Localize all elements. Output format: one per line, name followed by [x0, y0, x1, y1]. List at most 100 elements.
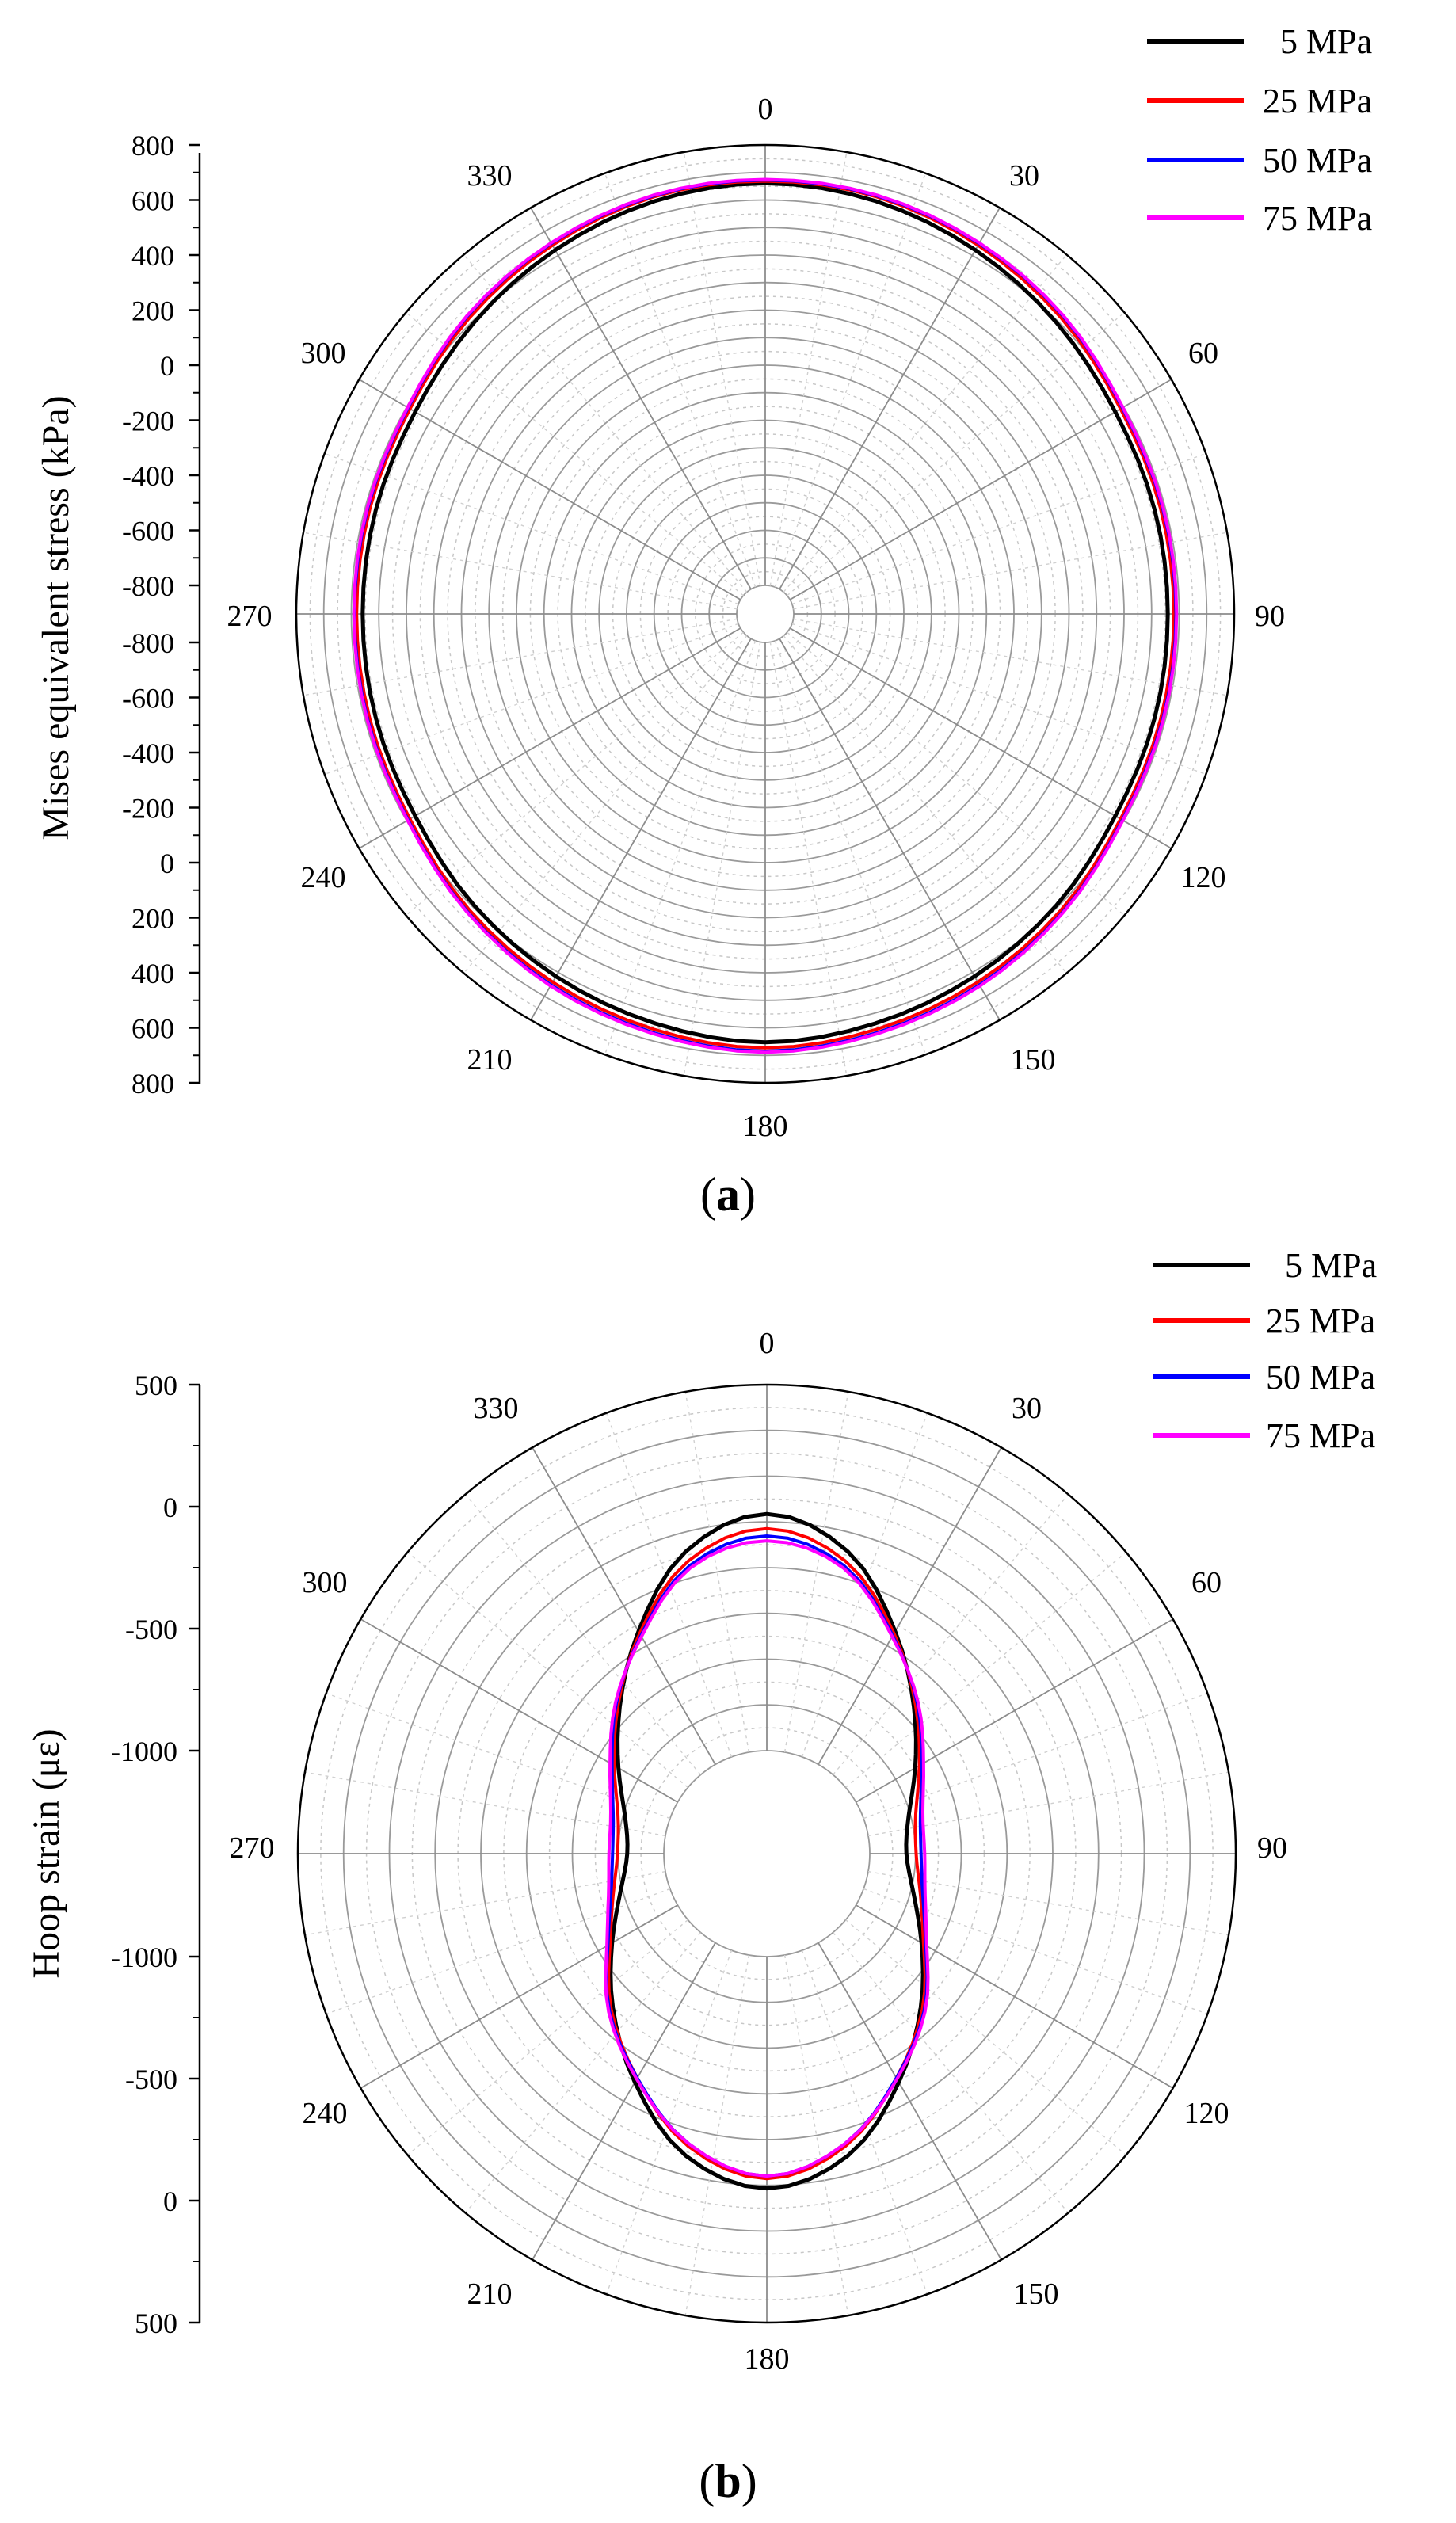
- angle-label-330-b: 330: [474, 1392, 519, 1425]
- minor-spoke-a: [604, 173, 757, 588]
- legend-label-75mpa-a: 75 MPa: [1263, 199, 1372, 238]
- angle-label-120-b: 120: [1184, 2097, 1229, 2130]
- y-tick-label-b: -1000: [111, 1736, 177, 1767]
- legend-label-50mpa-a: 50 MPa: [1263, 141, 1372, 180]
- angle-label-90: 90: [1255, 600, 1285, 633]
- minor-spoke-a: [463, 635, 748, 974]
- y-tick-label-a: -800: [122, 570, 174, 602]
- y-tick-label-a: -800: [122, 627, 174, 659]
- minor-spoke-a: [783, 254, 1068, 593]
- minor-spoke-a: [783, 635, 1068, 974]
- y-tick-label-a: 0: [160, 848, 174, 879]
- y-tick-label-a: -400: [122, 737, 174, 769]
- legend-label-5mpa-b: 5 MPa: [1285, 1246, 1377, 1285]
- major-spoke-b: [818, 1942, 1002, 2261]
- angle-label-330: 330: [467, 159, 513, 192]
- minor-spoke-a: [406, 631, 744, 917]
- panel-label-a: (a): [700, 1168, 756, 1221]
- major-spoke-b: [856, 1904, 1174, 2089]
- minor-spoke-a: [463, 254, 748, 593]
- angle-label-30: 30: [1009, 159, 1039, 192]
- major-spoke-a: [779, 638, 1001, 1021]
- minor-spoke-a: [303, 532, 738, 610]
- angle-label-270: 270: [227, 600, 273, 633]
- y-tick-label-a: -600: [122, 516, 174, 547]
- major-spoke-b: [532, 1942, 716, 2261]
- panel-label-b: (b): [699, 2455, 757, 2507]
- minor-spoke-a: [787, 311, 1125, 596]
- legend-label-5mpa-a: 5 MPa: [1280, 22, 1372, 61]
- panel-b: 500 0 -500 -1000 -1000 -500 0 500 0 30 60 90 12…: [25, 1246, 1377, 2507]
- panel-a: 8006004002000-200-400-600-800-800-600-40…: [35, 22, 1372, 1221]
- y-tick-label-a: 600: [131, 185, 174, 217]
- y-axis-title-b: Hoop strain (με): [25, 1728, 67, 1978]
- y-tick-label-a: 600: [131, 1013, 174, 1045]
- y-tick-label-a: 400: [131, 240, 174, 272]
- series-line-75mpa-a: [352, 177, 1179, 1054]
- series-line-25mpa-b: [607, 1526, 927, 2181]
- legend-a: 5 MPa 25 MPa 50 MPa 75 MPa: [1147, 22, 1372, 238]
- angle-label-210-b: 210: [467, 2277, 513, 2311]
- radial-axis-b: 500 0 -500 -1000 -1000 -500 0 500: [111, 1370, 201, 2339]
- angle-label-150-b: 150: [1014, 2277, 1059, 2311]
- angle-label-180-b: 180: [745, 2342, 790, 2376]
- minor-spoke-a: [791, 623, 1206, 776]
- angle-label-150: 150: [1011, 1043, 1056, 1077]
- angle-label-60-b: 60: [1191, 1566, 1222, 1599]
- major-spoke-b: [360, 1904, 678, 2089]
- minor-spoke-a: [683, 642, 761, 1077]
- y-tick-label-a: 800: [131, 1068, 174, 1100]
- minor-spoke-a: [787, 631, 1125, 917]
- y-tick-label-b: 500: [135, 2308, 177, 2339]
- minor-spoke-a: [406, 311, 744, 596]
- angle-label-210: 210: [467, 1043, 513, 1077]
- major-grid-circle-a: [736, 585, 795, 643]
- series-line-5mpa-b: [608, 1511, 925, 2191]
- major-spoke-a: [779, 207, 1001, 590]
- data-lines-b: [604, 1511, 930, 2191]
- angle-label-30-b: 30: [1012, 1392, 1042, 1425]
- y-tick-label-a: -200: [122, 793, 174, 825]
- legend-label-25mpa-a: 25 MPa: [1263, 82, 1372, 120]
- angle-label-240-b: 240: [303, 2097, 348, 2130]
- minor-spoke-a: [774, 173, 927, 588]
- angle-label-240: 240: [301, 861, 346, 894]
- y-tick-label-b: 0: [163, 1492, 177, 1523]
- angle-label-270-b: 270: [230, 1831, 275, 1865]
- minor-spoke-a: [303, 618, 738, 696]
- major-spoke-b: [856, 1618, 1174, 1803]
- minor-spoke-a: [324, 623, 739, 776]
- minor-spoke-a: [769, 151, 848, 586]
- major-spoke-b: [532, 1446, 716, 1765]
- legend-label-50mpa-b: 50 MPa: [1266, 1358, 1375, 1397]
- legend-label-75mpa-b: 75 MPa: [1266, 1416, 1375, 1455]
- data-lines-a: [352, 177, 1179, 1054]
- y-tick-label-a: -400: [122, 460, 174, 492]
- series-line-75mpa-b: [604, 1539, 930, 2178]
- minor-grid-circle-b: [640, 1727, 894, 1980]
- y-tick-label-b: -1000: [111, 1942, 177, 1973]
- major-spoke-b: [818, 1446, 1002, 1765]
- angle-label-300: 300: [301, 337, 346, 370]
- angle-label-0: 0: [758, 93, 773, 126]
- angle-label-180: 180: [743, 1110, 788, 1143]
- major-spoke-a: [358, 627, 741, 849]
- legend-b: 5 MPa 25 MPa 50 MPa 75 MPa: [1153, 1246, 1377, 1455]
- y-tick-label-a: 200: [131, 903, 174, 935]
- y-axis-title-a: Mises equivalent stress (kPa): [35, 395, 77, 840]
- legend-label-25mpa-b: 25 MPa: [1266, 1302, 1375, 1340]
- y-tick-label-b: -500: [125, 1614, 177, 1645]
- major-spoke-a: [530, 207, 752, 590]
- minor-spoke-a: [774, 640, 927, 1055]
- minor-spoke-a: [324, 452, 739, 605]
- minor-spoke-a: [791, 452, 1206, 605]
- major-spoke-a: [530, 638, 752, 1021]
- minor-spoke-a: [683, 151, 761, 586]
- major-spoke-a: [789, 627, 1172, 849]
- y-tick-label-a: 400: [131, 958, 174, 989]
- minor-spoke-a: [769, 642, 848, 1077]
- polar-grid-a: [295, 143, 1236, 1084]
- y-tick-label-b: 500: [135, 1370, 177, 1401]
- y-tick-label-a: 0: [160, 350, 174, 382]
